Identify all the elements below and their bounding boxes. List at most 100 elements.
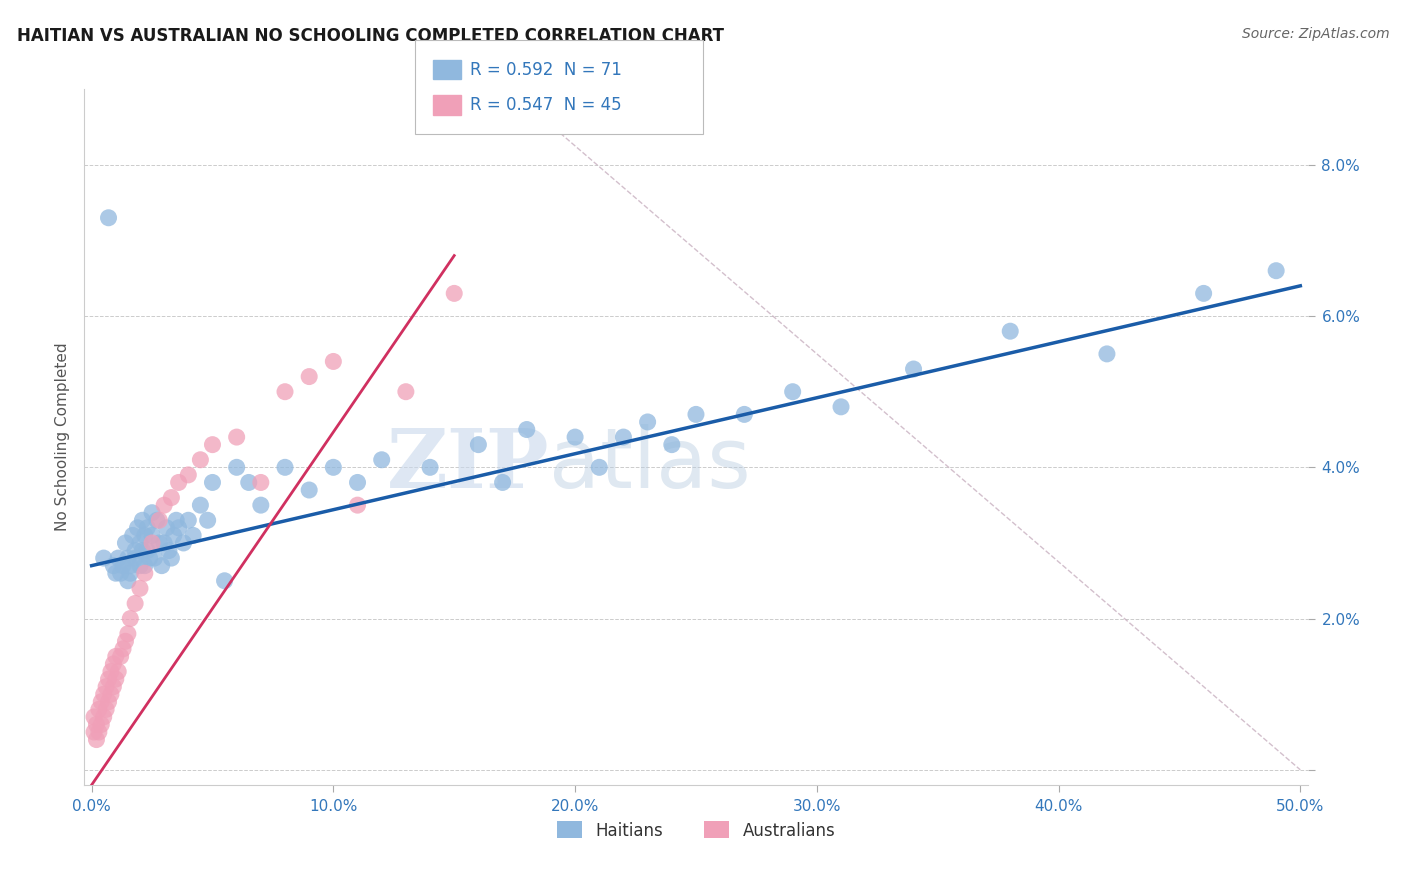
Point — [201, 437, 224, 451]
Point — [83, 710, 105, 724]
Point — [97, 672, 120, 686]
Point — [120, 611, 142, 625]
Point — [141, 536, 163, 550]
Point — [150, 558, 173, 573]
Point — [250, 498, 273, 512]
Point — [86, 717, 108, 731]
Point — [127, 521, 149, 535]
Point — [163, 528, 186, 542]
Point — [1000, 324, 1022, 338]
Point — [103, 680, 125, 694]
Point — [346, 498, 368, 512]
Point — [1095, 347, 1118, 361]
Text: HAITIAN VS AUSTRALIAN NO SCHOOLING COMPLETED CORRELATION CHART: HAITIAN VS AUSTRALIAN NO SCHOOLING COMPL… — [17, 27, 724, 45]
Point — [148, 513, 170, 527]
Point — [104, 672, 127, 686]
Point — [661, 437, 683, 451]
Point — [225, 430, 247, 444]
Point — [100, 665, 122, 679]
Point — [370, 452, 392, 467]
Text: Source: ZipAtlas.com: Source: ZipAtlas.com — [1241, 27, 1389, 41]
Point — [612, 430, 634, 444]
Point — [197, 513, 219, 527]
Point — [124, 597, 146, 611]
Point — [250, 475, 273, 490]
Text: R = 0.592  N = 71: R = 0.592 N = 71 — [470, 61, 621, 78]
Point — [165, 513, 187, 527]
Point — [110, 649, 132, 664]
Point — [131, 543, 153, 558]
Point — [134, 566, 156, 581]
Point — [225, 460, 247, 475]
Point — [104, 649, 127, 664]
Point — [114, 634, 136, 648]
Y-axis label: No Schooling Completed: No Schooling Completed — [55, 343, 70, 532]
Point — [134, 528, 156, 542]
Point — [274, 384, 297, 399]
Point — [167, 521, 190, 535]
Point — [93, 687, 115, 701]
Point — [90, 717, 112, 731]
Point — [1265, 263, 1288, 277]
Point — [516, 423, 538, 437]
Point — [322, 354, 344, 368]
Point — [93, 710, 115, 724]
Point — [94, 702, 117, 716]
Point — [181, 528, 204, 542]
Point — [155, 521, 177, 535]
Point — [830, 400, 852, 414]
Point — [117, 574, 139, 588]
Point — [103, 558, 125, 573]
Point — [121, 528, 143, 542]
Point — [167, 475, 190, 490]
Point — [177, 467, 200, 482]
Point — [94, 680, 117, 694]
Point — [782, 384, 804, 399]
Point — [136, 543, 159, 558]
Text: R = 0.547  N = 45: R = 0.547 N = 45 — [470, 96, 621, 114]
Point — [83, 725, 105, 739]
Point — [117, 551, 139, 566]
Point — [107, 665, 129, 679]
Point — [172, 536, 194, 550]
Point — [112, 641, 135, 656]
Point — [124, 551, 146, 566]
Point — [129, 582, 152, 596]
Point — [733, 408, 755, 422]
Point — [214, 574, 236, 588]
Point — [110, 566, 132, 581]
Point — [588, 460, 610, 475]
Point — [131, 513, 153, 527]
Point — [134, 558, 156, 573]
Point — [637, 415, 659, 429]
Point — [467, 437, 489, 451]
Point — [141, 528, 163, 542]
Point — [103, 657, 125, 671]
Point — [274, 460, 297, 475]
Point — [201, 475, 224, 490]
Point — [153, 536, 176, 550]
Point — [685, 408, 707, 422]
Legend: Haitians, Australians: Haitians, Australians — [550, 814, 842, 847]
Point — [97, 695, 120, 709]
Point — [104, 566, 127, 581]
Point — [90, 695, 112, 709]
Text: ZIP: ZIP — [387, 425, 550, 505]
Point — [129, 536, 152, 550]
Point — [107, 551, 129, 566]
Point — [146, 513, 169, 527]
Point — [1192, 286, 1215, 301]
Point — [114, 536, 136, 550]
Point — [298, 483, 321, 497]
Point — [93, 551, 115, 566]
Point — [129, 558, 152, 573]
Point — [120, 558, 142, 573]
Point — [190, 498, 212, 512]
Point — [157, 543, 180, 558]
Point — [177, 513, 200, 527]
Point — [87, 702, 110, 716]
Point — [298, 369, 321, 384]
Point — [97, 211, 120, 225]
Point — [141, 506, 163, 520]
Point — [136, 521, 159, 535]
